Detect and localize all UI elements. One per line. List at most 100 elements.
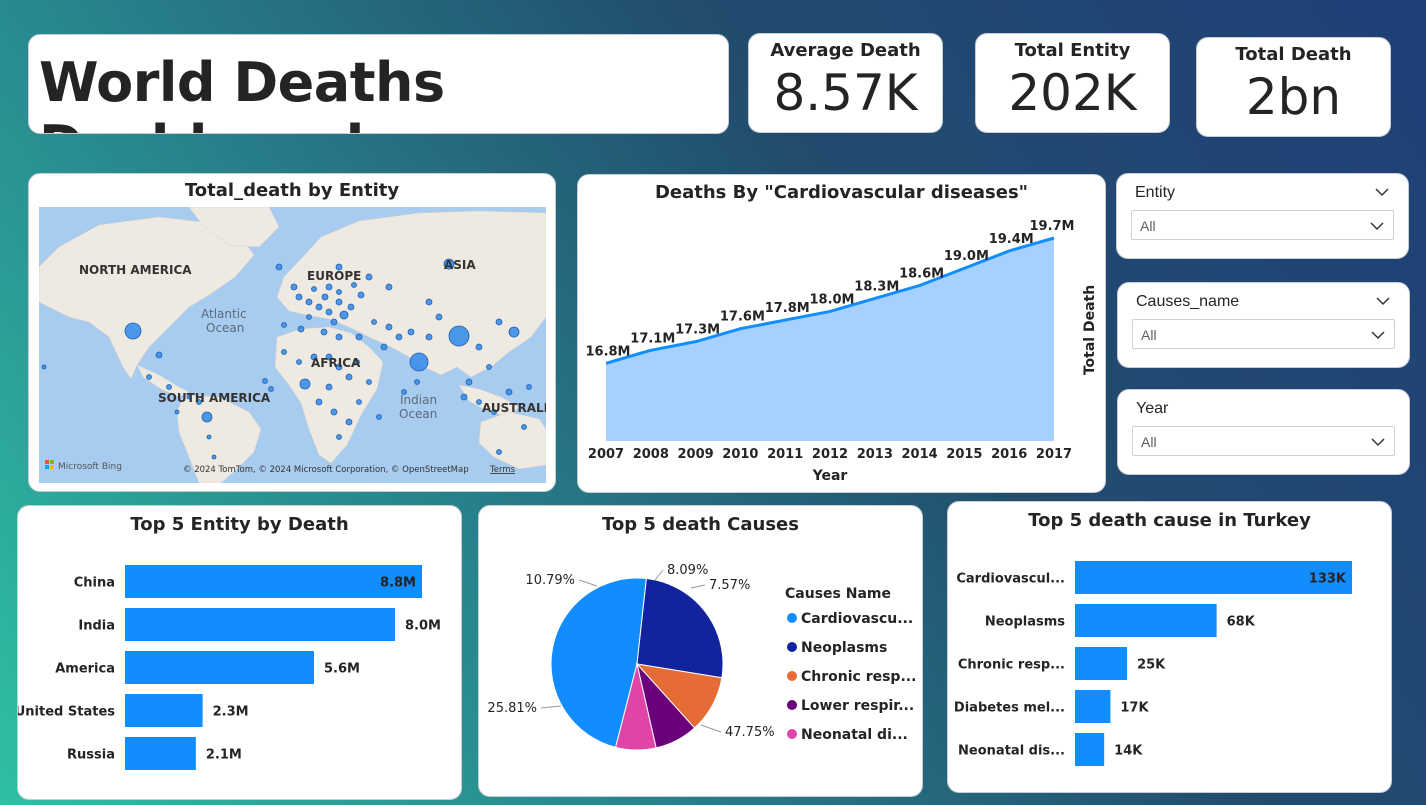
chevron-down-icon[interactable] [1375,295,1391,307]
map-bubble [371,319,377,325]
world-map[interactable]: NORTH AMERICA EUROPE ASIA AFRICA SOUTH A… [39,207,546,483]
data-label: 5.6M [324,662,360,677]
map-bubble [299,378,311,390]
map-bubble [448,325,470,347]
top-causes-pie-chart[interactable]: 47.75% 25.81% 10.79% 8.09%7.57% Causes Name C… [479,506,923,797]
kpi-total-entity[interactable]: Total Entity 202K [975,33,1170,133]
data-label: 17K [1120,701,1149,716]
data-label: 8.0M [405,619,441,634]
bar [1075,690,1111,723]
leader-line [700,724,722,733]
kpi-average-death[interactable]: Average Death 8.57K [748,33,943,133]
slicer-dropdown[interactable]: All [1131,210,1394,240]
top-causes-card: Top 5 death Causes 47.75% 25.81% 10.79% 8.0… [478,505,923,797]
map-bubble [315,303,323,311]
map-bubble [491,409,497,415]
cardio-area-chart[interactable]: 16.8M 2007 17.1M 2008 17.3M 2009 17.6M 2010 17.8… [578,175,1106,493]
slicer-causes[interactable]: Causes_name All [1117,282,1410,368]
chevron-down-icon [1370,222,1384,231]
land-greenland [188,207,280,248]
slicer-dropdown[interactable]: All [1132,426,1395,456]
y-axis-label: Total Death [1082,285,1098,375]
map-bubble [262,378,268,384]
map-bubble [414,379,420,385]
map-bubble [325,383,333,391]
map-bubble [366,379,372,385]
data-label: 68K [1227,615,1256,630]
map-card: Total_death by Entity NORTH AMERICA EURO… [28,173,556,492]
map-bubble [385,283,393,291]
data-label: 25.81% [487,701,537,716]
map-label-atlantic-ocean: Ocean [206,321,244,335]
top-entity-title: Top 5 Entity by Death [130,514,349,535]
map-bubble [380,343,388,351]
map-bubble [268,386,274,392]
data-label: 18.3M [854,279,899,294]
map-bubble [155,351,163,359]
bar [1075,647,1128,680]
pie-slice [636,577,724,679]
bar [1075,561,1352,594]
bar [125,651,314,684]
turkey-causes-title: Top 5 death cause in Turkey [1028,510,1311,531]
land-southeast-asia [458,384,520,418]
data-label: 16.8M [585,344,630,359]
x-tick-label: 2010 [722,447,758,462]
map-bubble [281,322,287,328]
category-label: United States [18,705,115,720]
land-australia [478,411,546,470]
map-bubble [425,298,433,306]
map-bubble [336,289,342,295]
top-entity-bar-chart[interactable]: China 8.8M India 8.0M America 5.6M United Stat… [18,506,462,800]
legend-item: Neonatal di... [801,727,908,743]
slicer-dropdown[interactable]: All [1132,319,1395,349]
land-south-america [176,394,262,483]
map-attribution: © 2024 TomTom, © 2024 Microsoft Corporat… [183,465,469,475]
leader-line [578,579,598,587]
map-label-indian: Indian [400,393,437,407]
map-bubble [275,263,283,271]
map-bubble [41,364,47,370]
chevron-down-icon[interactable] [1374,186,1390,198]
legend-swatch [787,700,797,710]
map-bubble [345,373,353,381]
legend-item: Cardiovascu... [801,611,913,627]
map-bubble [206,434,212,440]
map-bubbles[interactable] [41,258,532,460]
top-entity-card: Top 5 Entity by Death China 8.8M India 8.0M… [17,505,462,800]
map-bubble [505,388,513,396]
map-bubble [306,314,312,320]
turkey-causes-bar-chart[interactable]: Cardiovascul... 133K Neoplasms 68K Chronic r… [948,502,1392,793]
slicer-year[interactable]: Year All [1117,389,1410,475]
map-bubble [521,424,527,430]
map-bubble [357,291,365,299]
legend-swatch [787,613,797,623]
map-bubble [310,353,318,361]
bar [125,694,203,727]
map-label-australia: AUSTRALIA [482,401,546,415]
map-bubble [124,322,142,340]
map-bubble [354,359,360,365]
data-label: 133K [1309,572,1347,587]
slicer-entity[interactable]: Entity All [1116,173,1409,259]
data-label: 2.3M [213,705,249,720]
land-europe-asia [276,210,546,378]
data-label: 2.1M [206,748,242,763]
x-tick-label: 2012 [812,447,848,462]
map-bubble [345,418,353,426]
kpi-total-death[interactable]: Total Death 2bn [1196,37,1391,137]
slicer-label: Causes_name [1136,293,1240,310]
map-label-africa: AFRICA [311,356,361,370]
category-label: Diabetes mel... [954,701,1065,716]
map-bubble [295,293,303,301]
map-bubble [330,318,338,326]
kpi-label: Average Death [770,40,921,61]
map-bubble [320,328,328,336]
map-bubble [526,384,532,390]
data-label: 17.8M [765,301,810,316]
top-causes-title: Top 5 death Causes [602,514,799,535]
data-label: 10.79% [525,573,575,588]
title-card: World Deaths Dashboard [28,34,729,134]
area-fill [606,238,1054,441]
map-terms[interactable]: Terms [489,465,516,475]
